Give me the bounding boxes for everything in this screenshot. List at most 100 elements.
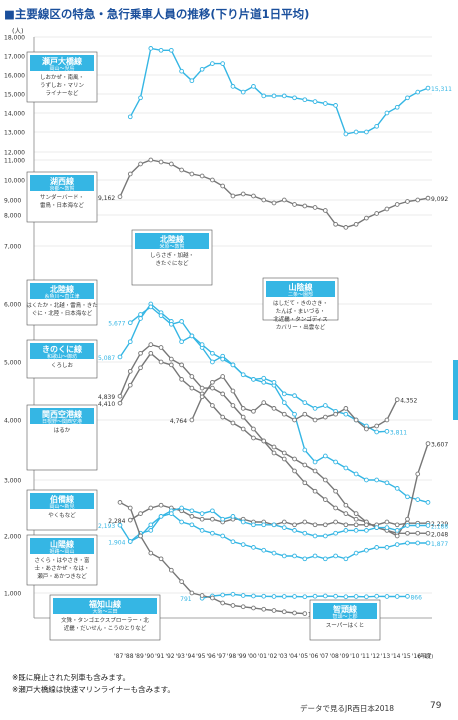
series-trains: サンダーバード・ <box>40 193 84 201</box>
start-label: 2,193 <box>98 523 115 530</box>
data-point <box>302 556 308 562</box>
data-point <box>364 594 369 600</box>
data-point <box>353 550 359 556</box>
series-name: 伯備線 <box>50 494 74 504</box>
series-section: 京都〜敦賀 <box>49 185 74 192</box>
data-point <box>220 414 226 420</box>
data-point <box>127 171 133 177</box>
data-point <box>179 505 184 511</box>
data-point <box>312 553 318 559</box>
data-point <box>230 403 236 408</box>
data-point <box>292 594 297 599</box>
data-point <box>292 553 297 559</box>
y-tick-label: 5,000 <box>4 360 21 367</box>
y-tick-label: 9,000 <box>4 198 21 205</box>
data-point <box>261 400 267 405</box>
data-point <box>384 545 390 550</box>
data-point <box>199 342 205 347</box>
section-tab <box>453 360 458 420</box>
x-tick-label: '90 <box>145 653 154 660</box>
data-point <box>394 522 400 528</box>
series-name: 智頭線 <box>333 604 357 614</box>
data-point <box>127 339 133 345</box>
data-point <box>127 382 133 388</box>
data-point <box>425 540 431 546</box>
data-point <box>199 516 205 522</box>
data-point <box>302 447 308 453</box>
x-tick-label: '97 <box>217 653 226 660</box>
x-tick-label: '07 <box>319 653 328 660</box>
end-label: 9,092 <box>431 196 448 203</box>
data-point <box>312 99 318 104</box>
data-point <box>292 95 297 101</box>
data-point <box>281 400 287 405</box>
series-name: 山陰線 <box>289 282 313 292</box>
data-point <box>189 514 195 519</box>
footnote: ※瀬戸大橋線は快速マリンライナーも含みます。 <box>12 685 175 694</box>
data-point <box>333 519 338 525</box>
data-point <box>240 604 246 610</box>
data-point <box>189 78 195 84</box>
data-point <box>343 511 349 516</box>
data-point <box>210 385 215 391</box>
end-label: 2,048 <box>431 531 448 538</box>
data-point <box>353 594 359 599</box>
data-point <box>405 199 410 204</box>
data-point <box>425 195 431 201</box>
series-label-header <box>53 598 157 614</box>
data-point <box>405 516 410 522</box>
data-point <box>168 567 174 573</box>
data-point <box>302 519 308 525</box>
data-point <box>199 385 205 391</box>
data-point <box>281 197 287 203</box>
data-point <box>168 511 174 516</box>
data-point <box>189 333 195 339</box>
x-tick-label: '89 <box>135 653 144 660</box>
series-label-header <box>30 408 94 424</box>
data-point <box>148 350 154 356</box>
series-name: きのくに線 <box>42 344 82 354</box>
data-point <box>302 411 308 417</box>
data-point <box>210 508 215 514</box>
series-trains: 瀬戸・あかつきなど <box>37 572 87 580</box>
data-point <box>333 411 338 417</box>
data-point <box>302 462 308 468</box>
series-label-header <box>30 493 94 509</box>
data-point <box>240 406 246 411</box>
data-point <box>415 89 421 95</box>
data-point <box>415 523 421 528</box>
series-section: 二条〜園部 <box>288 291 313 298</box>
data-point <box>240 519 246 525</box>
x-tick-label: '98 <box>227 653 236 660</box>
footnote: ※既に廃止された列車も含みます。 <box>12 673 131 682</box>
x-tick-label: '87 <box>114 653 123 660</box>
series-trains: やくもなど <box>48 511 76 519</box>
data-point <box>394 202 400 207</box>
data-point <box>333 103 338 108</box>
data-point <box>251 426 256 432</box>
data-point <box>281 391 287 397</box>
y-tick-label: 4,000 <box>4 418 21 425</box>
y-tick-label: 14,000 <box>4 111 25 118</box>
x-tick-label: '02 <box>268 653 277 660</box>
data-point <box>312 205 318 210</box>
data-point <box>240 593 246 598</box>
data-point <box>168 362 174 368</box>
data-point <box>281 594 287 599</box>
data-point <box>127 539 133 544</box>
series-section: 岡山〜新見 <box>49 503 74 510</box>
data-point <box>210 595 215 601</box>
x-tick-label: '16 <box>412 653 421 660</box>
data-point <box>230 193 236 199</box>
data-point <box>168 356 174 362</box>
series-trains: しおかぜ・南風・ <box>40 73 84 81</box>
series-name: 山陽線 <box>50 539 74 549</box>
data-point <box>312 459 318 465</box>
data-point <box>271 450 277 456</box>
series-name: 北陸線 <box>160 234 184 244</box>
data-point <box>179 167 184 173</box>
x-tick-label: '09 <box>340 653 349 660</box>
data-point <box>322 556 328 562</box>
series-line <box>119 302 429 504</box>
data-point <box>261 522 267 528</box>
